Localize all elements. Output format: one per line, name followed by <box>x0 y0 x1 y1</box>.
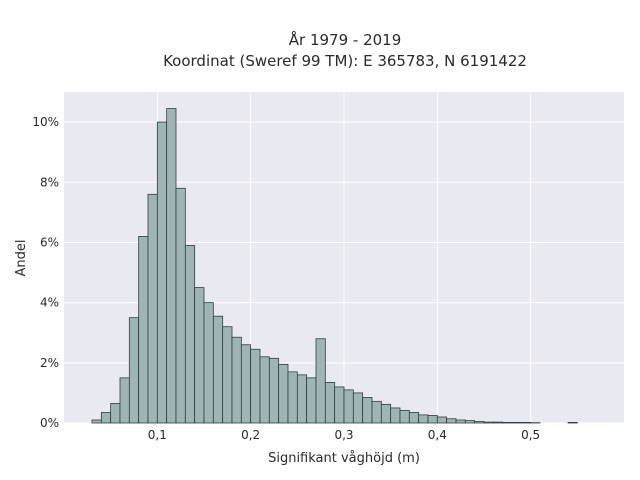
histogram-bar <box>334 386 345 424</box>
histogram-bar <box>110 403 121 424</box>
y-tick-label: 2% <box>40 356 59 370</box>
y-tick-label: 6% <box>40 235 59 249</box>
histogram-bar <box>474 421 485 424</box>
y-tick-label: 0% <box>40 416 59 430</box>
histogram-bar <box>502 421 513 424</box>
histogram-bar <box>231 336 242 424</box>
x-tick-label: 0,2 <box>241 428 260 442</box>
histogram-bar <box>91 419 102 424</box>
histogram-bar <box>138 236 149 424</box>
histogram-bar <box>259 356 270 424</box>
histogram-bar <box>324 381 336 424</box>
histogram-bar <box>362 397 373 424</box>
histogram-bar <box>203 302 214 424</box>
y-axis-title: Andel <box>14 240 29 277</box>
histogram-bar <box>492 421 504 424</box>
histogram-bar <box>128 317 140 424</box>
histogram-bar <box>390 407 401 424</box>
histogram-bar <box>306 377 317 424</box>
histogram-bar <box>427 415 438 424</box>
chart-title: År 1979 - 2019 <box>289 30 402 49</box>
histogram-bar <box>455 419 466 424</box>
histogram-bar <box>352 392 364 424</box>
histogram-bar <box>511 421 522 424</box>
x-tick-label: 0,3 <box>334 428 353 442</box>
chart-subtitle: Koordinat (Sweref 99 TM): E 365783, N 61… <box>163 52 527 70</box>
histogram-bar <box>194 287 205 424</box>
y-tick-label: 8% <box>40 175 59 189</box>
x-tick-label: 0,4 <box>428 428 447 442</box>
histogram-bar <box>371 400 382 424</box>
y-tick-label: 10% <box>32 115 59 129</box>
x-tick-label: 0,1 <box>148 428 167 442</box>
histogram-bar <box>119 377 130 424</box>
histogram-bar <box>380 403 392 424</box>
histogram-bar <box>520 421 532 424</box>
histogram-bar <box>212 315 224 424</box>
histogram-bar <box>222 326 233 424</box>
histogram-bar <box>240 344 252 424</box>
histogram-bar <box>100 412 112 424</box>
histogram-bar <box>483 421 494 424</box>
y-tick-label: 4% <box>40 296 59 310</box>
bars <box>91 108 578 424</box>
histogram-bar <box>147 193 158 424</box>
y-axis-ticks: 0% 2% 4% 6% 8% 10% <box>32 115 59 430</box>
histogram-bar <box>567 421 578 424</box>
histogram-bar <box>268 357 280 424</box>
x-axis-ticks: 0,1 0,2 0,3 0,4 0,5 <box>148 428 540 442</box>
histogram-bar <box>156 121 168 424</box>
histogram-bar <box>250 348 261 424</box>
histogram-bar <box>175 187 186 424</box>
histogram-bar <box>296 374 308 424</box>
histogram-bar <box>315 338 326 424</box>
x-axis-title: Signifikant våghöjd (m) <box>268 451 420 466</box>
histogram-bar <box>436 416 448 424</box>
histogram-bar <box>446 418 457 424</box>
histogram-bar <box>418 414 429 424</box>
histogram-bar <box>166 108 177 424</box>
histogram-bar <box>464 420 476 424</box>
histogram-bar <box>408 412 420 424</box>
histogram-bar <box>184 245 196 424</box>
histogram-bar <box>343 389 354 424</box>
histogram-bar <box>278 363 289 424</box>
x-tick-label: 0,5 <box>521 428 540 442</box>
histogram-bar <box>399 409 410 424</box>
histogram-bar <box>287 371 298 424</box>
